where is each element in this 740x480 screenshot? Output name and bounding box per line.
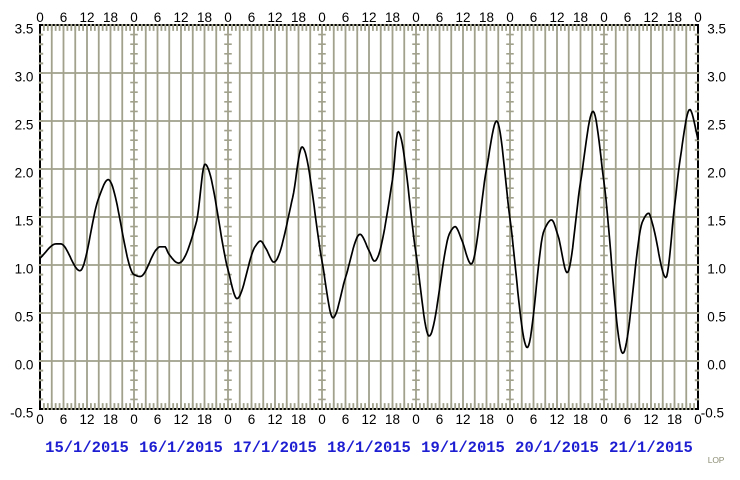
- svg-text:12: 12: [267, 10, 282, 25]
- svg-text:12: 12: [173, 10, 188, 25]
- svg-text:18: 18: [103, 412, 118, 427]
- svg-text:12: 12: [455, 412, 470, 427]
- svg-text:18: 18: [197, 412, 212, 427]
- svg-text:6: 6: [154, 10, 162, 25]
- svg-text:6: 6: [624, 10, 632, 25]
- svg-text:18/1/2015: 18/1/2015: [327, 439, 411, 457]
- svg-text:0.0: 0.0: [707, 358, 726, 373]
- svg-text:19/1/2015: 19/1/2015: [421, 439, 505, 457]
- svg-text:12: 12: [643, 10, 658, 25]
- svg-text:3.5: 3.5: [15, 22, 34, 37]
- svg-text:12: 12: [643, 412, 658, 427]
- svg-text:18: 18: [479, 412, 494, 427]
- svg-text:6: 6: [342, 10, 350, 25]
- svg-text:18: 18: [385, 10, 400, 25]
- svg-text:12: 12: [79, 412, 94, 427]
- svg-text:2.0: 2.0: [15, 166, 34, 181]
- svg-text:6: 6: [248, 10, 256, 25]
- svg-text:6: 6: [624, 412, 632, 427]
- svg-text:18: 18: [573, 412, 588, 427]
- svg-text:15/1/2015: 15/1/2015: [45, 439, 129, 457]
- svg-text:12: 12: [361, 10, 376, 25]
- svg-text:0.0: 0.0: [15, 358, 34, 373]
- svg-text:1.5: 1.5: [707, 214, 726, 229]
- svg-text:-0.5: -0.5: [701, 406, 724, 421]
- svg-text:0: 0: [36, 412, 44, 427]
- svg-text:6: 6: [436, 10, 444, 25]
- svg-text:0: 0: [412, 10, 420, 25]
- svg-text:0: 0: [506, 412, 514, 427]
- svg-text:18: 18: [197, 10, 212, 25]
- svg-text:12: 12: [361, 412, 376, 427]
- svg-text:0: 0: [36, 10, 44, 25]
- svg-text:6: 6: [436, 412, 444, 427]
- svg-text:20/1/2015: 20/1/2015: [515, 439, 599, 457]
- svg-text:0.5: 0.5: [15, 310, 34, 325]
- svg-text:2.5: 2.5: [15, 118, 34, 133]
- svg-text:18: 18: [573, 10, 588, 25]
- svg-text:6: 6: [248, 412, 256, 427]
- svg-text:12: 12: [79, 10, 94, 25]
- svg-text:12: 12: [173, 412, 188, 427]
- svg-text:0: 0: [694, 412, 702, 427]
- svg-text:2.5: 2.5: [707, 118, 726, 133]
- svg-text:21/1/2015: 21/1/2015: [609, 439, 693, 457]
- svg-text:0: 0: [506, 10, 514, 25]
- svg-text:1.0: 1.0: [15, 262, 34, 277]
- svg-text:0: 0: [318, 412, 326, 427]
- svg-text:3.5: 3.5: [707, 22, 726, 37]
- svg-text:0: 0: [130, 10, 138, 25]
- svg-text:12: 12: [455, 10, 470, 25]
- svg-text:6: 6: [60, 412, 68, 427]
- svg-text:18: 18: [103, 10, 118, 25]
- svg-text:6: 6: [342, 412, 350, 427]
- svg-text:6: 6: [154, 412, 162, 427]
- svg-text:0: 0: [600, 412, 608, 427]
- svg-text:0: 0: [318, 10, 326, 25]
- svg-text:2.0: 2.0: [707, 166, 726, 181]
- svg-text:6: 6: [530, 10, 538, 25]
- svg-text:1.5: 1.5: [15, 214, 34, 229]
- svg-text:0: 0: [130, 412, 138, 427]
- svg-text:6: 6: [530, 412, 538, 427]
- svg-text:0.5: 0.5: [707, 310, 726, 325]
- svg-text:18: 18: [667, 10, 682, 25]
- svg-text:17/1/2015: 17/1/2015: [233, 439, 317, 457]
- svg-text:0: 0: [412, 412, 420, 427]
- svg-text:12: 12: [267, 412, 282, 427]
- svg-text:0: 0: [224, 10, 232, 25]
- svg-text:3.0: 3.0: [15, 70, 34, 85]
- svg-text:18: 18: [291, 10, 306, 25]
- svg-text:18: 18: [385, 412, 400, 427]
- svg-text:12: 12: [549, 10, 564, 25]
- svg-text:0: 0: [600, 10, 608, 25]
- svg-text:6: 6: [60, 10, 68, 25]
- svg-text:18: 18: [479, 10, 494, 25]
- svg-text:3.0: 3.0: [707, 70, 726, 85]
- svg-text:1.0: 1.0: [707, 262, 726, 277]
- svg-text:-0.5: -0.5: [10, 406, 33, 421]
- svg-text:0: 0: [694, 10, 702, 25]
- svg-text:0: 0: [224, 412, 232, 427]
- svg-text:18: 18: [291, 412, 306, 427]
- svg-text:16/1/2015: 16/1/2015: [139, 439, 223, 457]
- svg-text:18: 18: [667, 412, 682, 427]
- svg-text:12: 12: [549, 412, 564, 427]
- svg-text:LOP: LOP: [708, 455, 725, 465]
